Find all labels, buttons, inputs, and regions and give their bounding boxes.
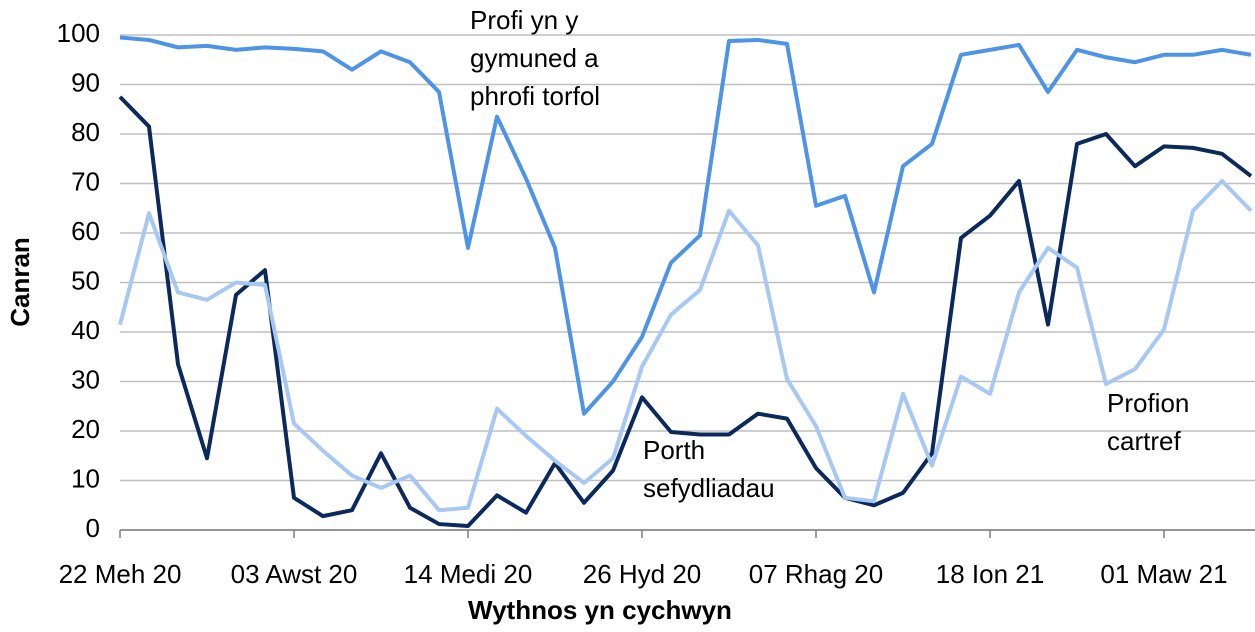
x-tick-label: 22 Meh 20 (59, 559, 182, 589)
series-line (119, 35, 1252, 416)
x-axis-label: Wythnos yn cychwyn (468, 595, 732, 625)
series-line (118, 95, 1253, 529)
y-tick-label: 10 (71, 463, 100, 493)
series-line (118, 179, 1253, 513)
x-tick-label: 26 Hyd 20 (583, 559, 702, 589)
series-label: gymuned a (470, 43, 599, 73)
y-tick-label: 40 (71, 315, 100, 345)
y-tick-label: 90 (71, 67, 100, 97)
y-tick-label: 0 (86, 513, 100, 543)
y-tick-label: 70 (71, 166, 100, 196)
y-tick-label: 50 (71, 265, 100, 295)
x-tick-label: 01 Maw 21 (1100, 559, 1227, 589)
x-tick-label: 14 Medi 20 (404, 559, 533, 589)
series-label: phrofi torfol (470, 81, 600, 111)
y-tick-label: 60 (71, 216, 100, 246)
series-label: Profion (1107, 388, 1189, 418)
series-label: Profi yn y (470, 5, 578, 35)
y-tick-label: 80 (71, 117, 100, 147)
series-label: sefydliadau (643, 473, 775, 503)
series-label: Porth (643, 435, 705, 465)
y-axis-label: Canran (5, 237, 35, 327)
y-tick-label: 30 (71, 364, 100, 394)
x-tick-label: 07 Rhag 20 (749, 559, 883, 589)
y-tick-label: 20 (71, 414, 100, 444)
y-tick-label: 100 (57, 18, 100, 48)
series-label: cartref (1107, 426, 1181, 456)
x-tick-label: 03 Awst 20 (231, 559, 358, 589)
x-tick-label: 18 Ion 21 (936, 559, 1044, 589)
